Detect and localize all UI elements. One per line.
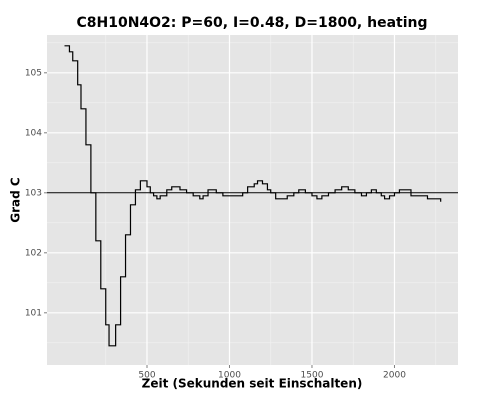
y-tick-label: 103 — [25, 188, 42, 198]
y-tick-label: 104 — [25, 128, 42, 138]
x-axis-label: Zeit (Sekunden seit Einschalten) — [142, 377, 363, 391]
y-tick-label: 105 — [25, 68, 42, 78]
x-tick-label: 1000 — [218, 371, 241, 381]
y-axis-label: Grad C — [9, 177, 23, 223]
chart-title: C8H10N4O2: P=60, I=0.48, D=1800, heating — [76, 15, 427, 31]
x-tick-label: 2000 — [383, 371, 406, 381]
line — [64, 45, 442, 347]
x-tick-label: 1500 — [301, 371, 324, 381]
y-tick-label: 101 — [25, 308, 42, 318]
panel — [47, 35, 458, 365]
y-tick-label: 102 — [25, 248, 42, 258]
x-tick-label: 500 — [138, 371, 155, 381]
